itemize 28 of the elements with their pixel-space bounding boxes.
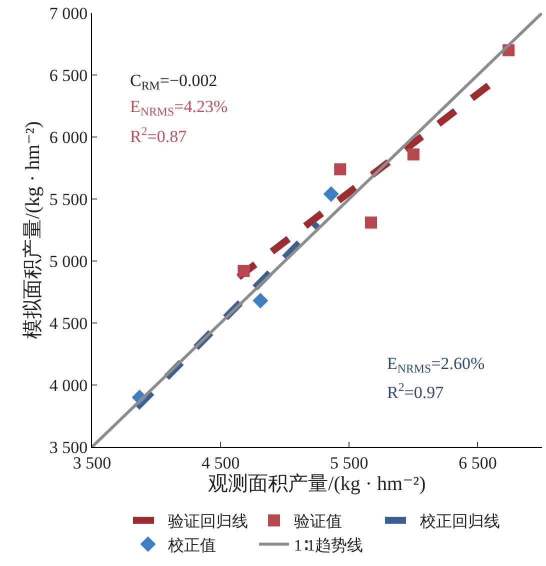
y-tick-label: 4 500 [49, 314, 88, 333]
y-tick-label: 5 000 [49, 252, 88, 271]
y-tick-label: 6 000 [49, 128, 88, 147]
point [407, 148, 420, 160]
annotation: R$^{2}$=0.87 [130, 124, 188, 146]
annotation: E$_{NRMS}$=4.23% [130, 97, 228, 119]
x-axis-title: 观测面积产量/(kg · hm⁻²) [208, 472, 426, 495]
y-tick-label: 7 000 [49, 4, 88, 23]
legend-label: 验证值 [294, 514, 342, 531]
x-tick-label: 6 500 [458, 453, 497, 472]
legend-label: 校正回归线 [419, 512, 500, 531]
y-tick-label: 6 500 [49, 66, 88, 85]
annotation: E$_{NRMS}$=2.60% [387, 354, 485, 376]
x-tick-label: 5 500 [330, 453, 368, 472]
x-tick-label: 4 500 [201, 453, 240, 472]
y-tick-label: 4 000 [49, 376, 88, 395]
point [323, 186, 339, 202]
legend-label: 验证回归线 [168, 512, 248, 531]
point [252, 292, 268, 308]
legend-label: 1∶1趋势线 [294, 536, 363, 554]
annotation: R$^{2}$=0.97 [387, 380, 444, 402]
y-axis-title: 模拟面积产量/(kg · hm⁻²) [22, 121, 44, 339]
point [238, 264, 250, 277]
point [334, 163, 346, 176]
point [365, 216, 377, 229]
y-tick-label: 5 500 [49, 190, 88, 209]
legend-label: 校正值 [167, 536, 216, 554]
annotation: C$_{RM}$=−0.002 [130, 71, 218, 93]
